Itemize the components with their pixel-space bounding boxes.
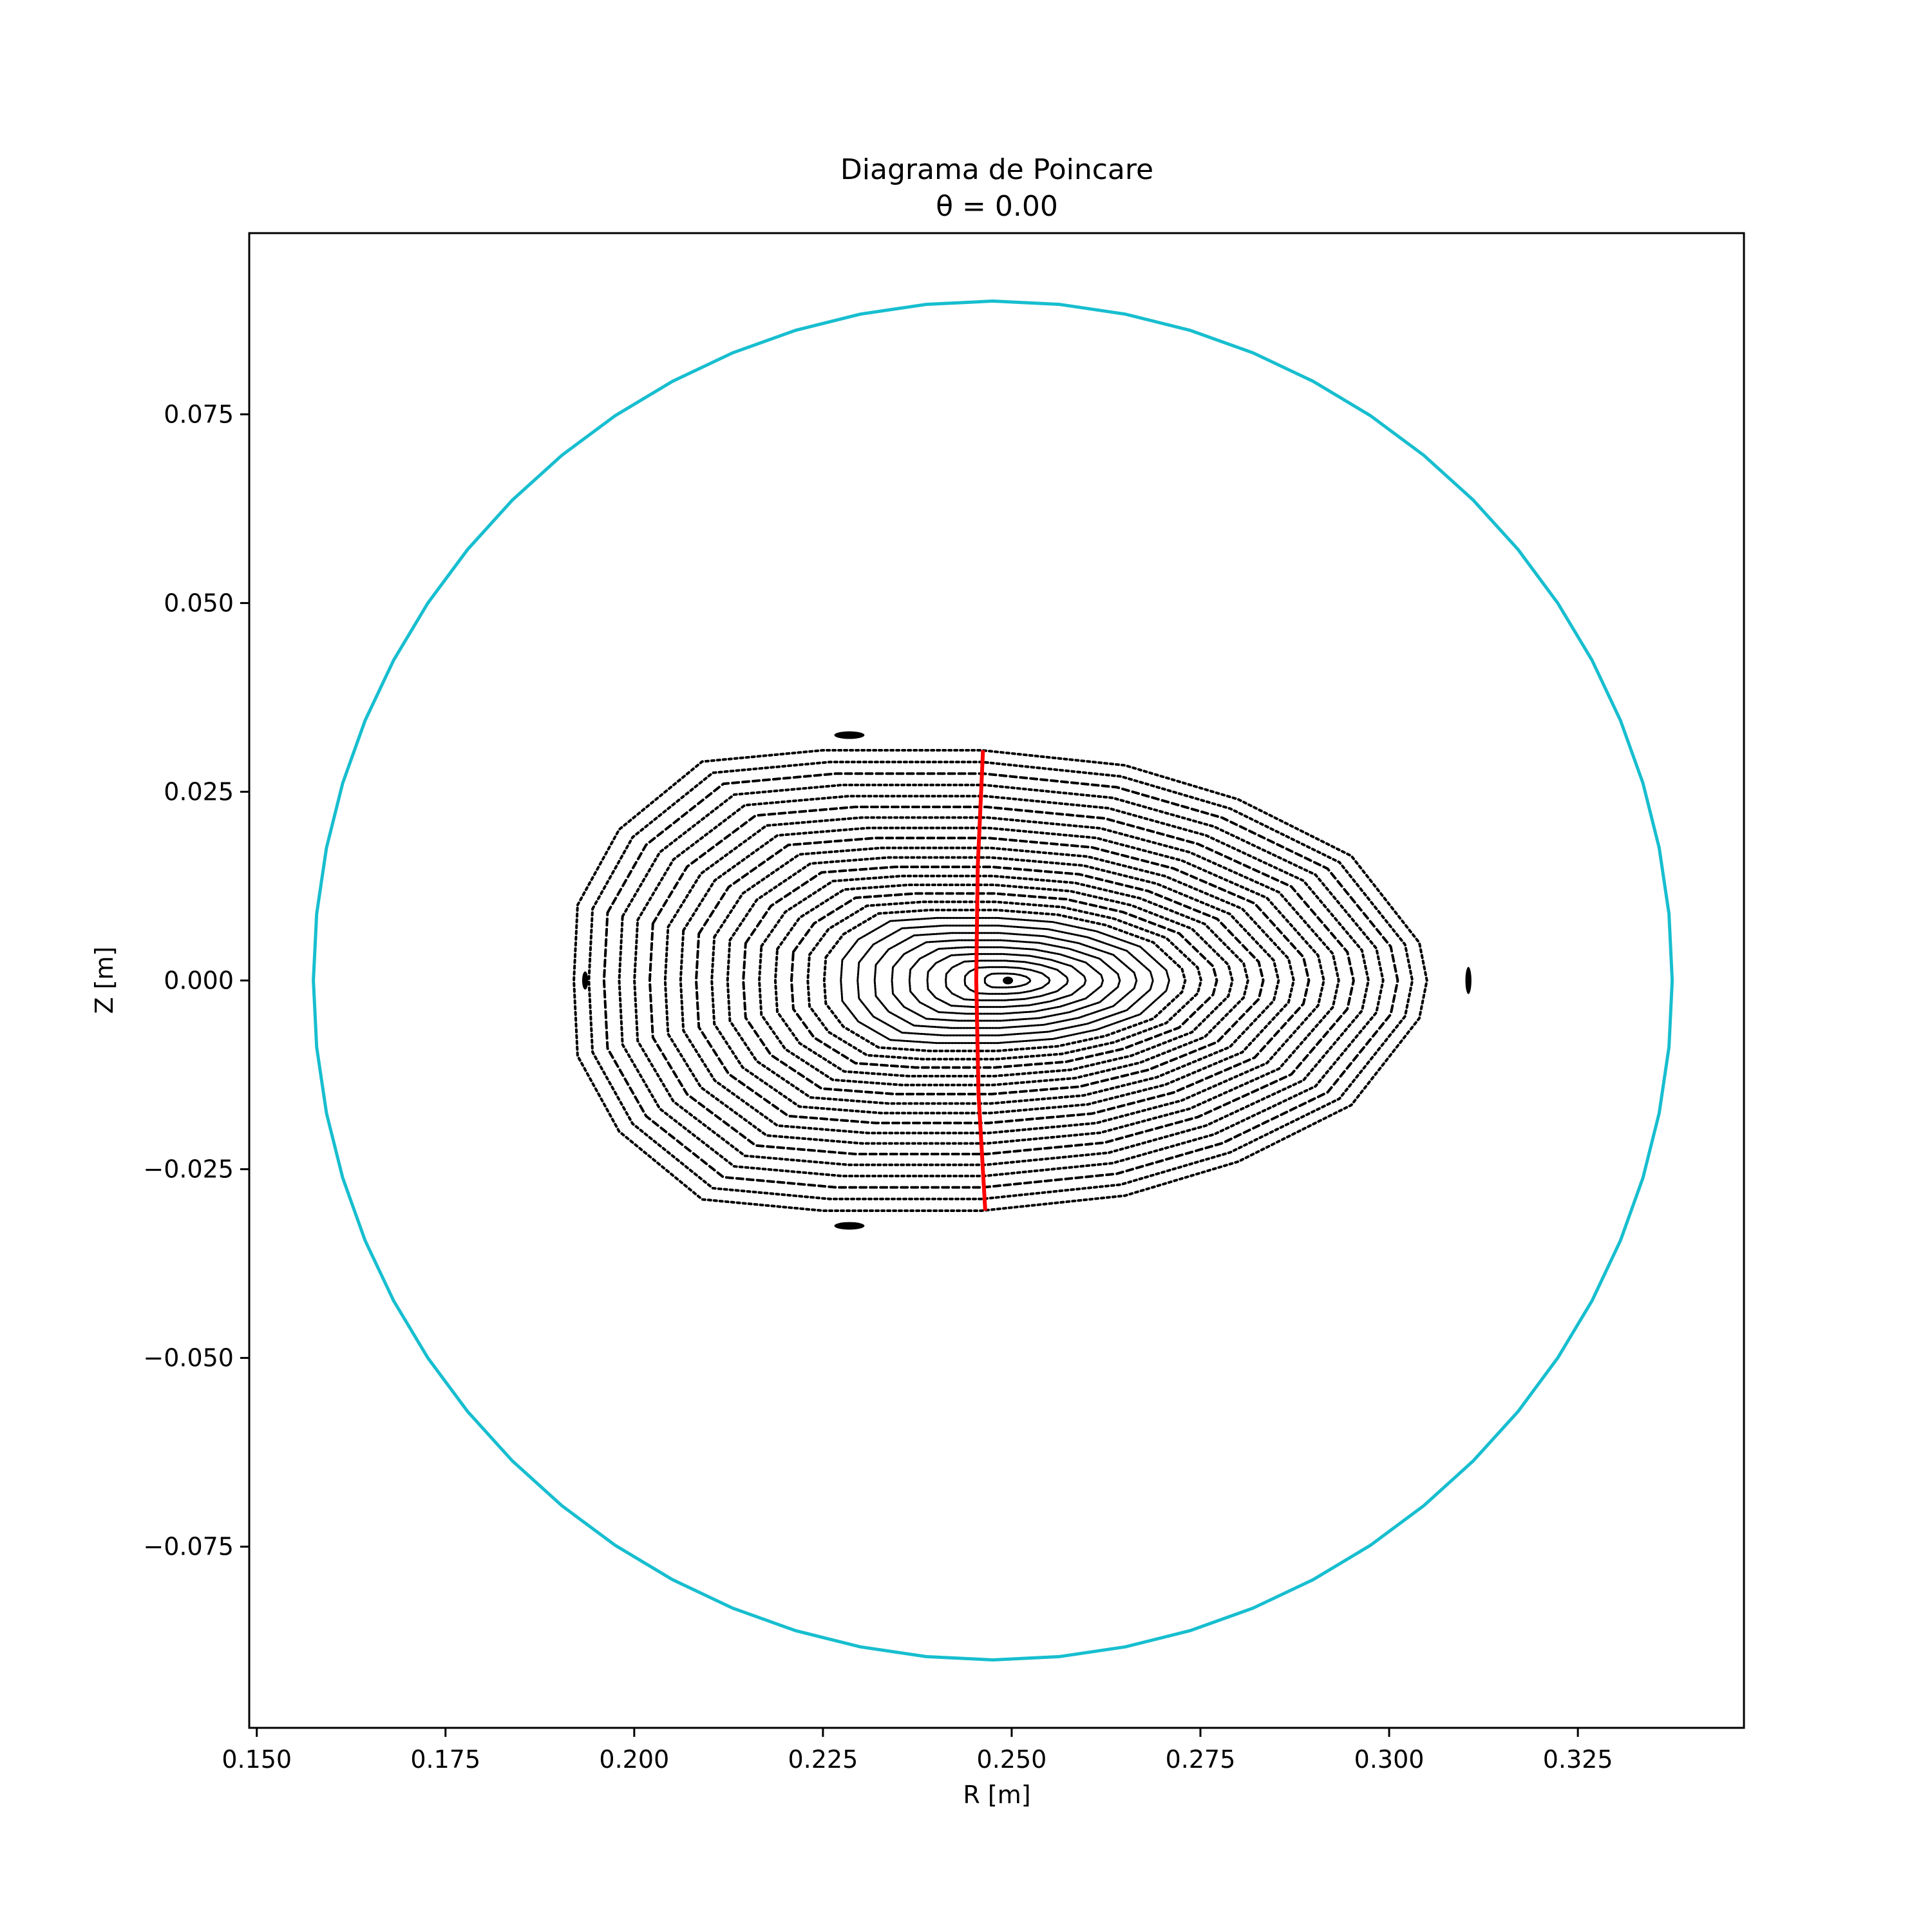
wall-boundary xyxy=(312,299,1674,1662)
chart-subtitle: θ = 0.00 xyxy=(936,190,1058,223)
x-tick-label: 0.325 xyxy=(1543,1745,1613,1774)
flux-surface xyxy=(648,806,1355,1155)
flux-surface xyxy=(873,932,1138,1029)
y-tick-label: 0.025 xyxy=(164,777,234,806)
flux-surface xyxy=(573,749,1428,1212)
flux-surface xyxy=(679,826,1325,1135)
chart-title: Diagrama de Poincare xyxy=(840,153,1153,186)
y-tick-label: 0.050 xyxy=(164,589,234,617)
magnetic-axis-point xyxy=(1003,976,1014,985)
x-tick-label: 0.275 xyxy=(1166,1745,1236,1774)
flux-surface xyxy=(633,795,1370,1166)
island-point xyxy=(582,971,589,990)
flux-surface xyxy=(840,916,1171,1045)
flux-surface xyxy=(742,866,1265,1095)
x-tick-label: 0.250 xyxy=(977,1745,1047,1774)
x-axis-label: R [m] xyxy=(963,1781,1030,1809)
flux-surface xyxy=(726,856,1280,1105)
flux-surface xyxy=(963,966,1051,995)
y-axis-label: Z [m] xyxy=(90,947,118,1014)
x-tick-label: 0.150 xyxy=(222,1745,292,1774)
flux-surface xyxy=(773,884,1234,1077)
x-tick-label: 0.225 xyxy=(788,1745,858,1774)
x-tick-label: 0.300 xyxy=(1354,1745,1425,1774)
flux-surface xyxy=(891,939,1121,1022)
x-tick-label: 0.175 xyxy=(410,1745,480,1774)
y-axis: 0.075 0.050 0.025 0.000 −0.025 −0.050 −0.075 xyxy=(143,400,249,1561)
plot-area xyxy=(312,299,1674,1662)
flux-surface xyxy=(587,761,1414,1200)
y-tick-label: 0.000 xyxy=(164,967,234,995)
flux-surface xyxy=(926,952,1087,1009)
flux-surface xyxy=(790,892,1218,1069)
flux-surface xyxy=(663,816,1340,1145)
island-point xyxy=(834,731,865,739)
flux-surface xyxy=(945,960,1069,1001)
flux-surface xyxy=(983,972,1032,989)
y-tick-label: −0.075 xyxy=(143,1533,234,1561)
y-tick-label: 0.075 xyxy=(164,400,234,428)
flux-surface xyxy=(602,772,1399,1189)
x-tick-label: 0.200 xyxy=(599,1745,669,1774)
y-tick-label: −0.025 xyxy=(143,1155,234,1184)
flux-surface xyxy=(710,846,1295,1115)
flux-surface xyxy=(618,783,1385,1178)
flux-surface xyxy=(822,909,1187,1052)
flux-surface xyxy=(757,875,1249,1086)
island-point xyxy=(1465,967,1472,994)
x-axis: 0.150 0.175 0.200 0.225 0.250 0.275 0.300 0.325 xyxy=(222,1728,1613,1774)
red-line xyxy=(974,750,987,1211)
flux-surface xyxy=(694,837,1311,1124)
y-tick-label: −0.050 xyxy=(143,1344,234,1372)
flux-surface xyxy=(806,900,1203,1061)
island-point xyxy=(834,1222,865,1230)
flux-surface xyxy=(857,924,1154,1037)
